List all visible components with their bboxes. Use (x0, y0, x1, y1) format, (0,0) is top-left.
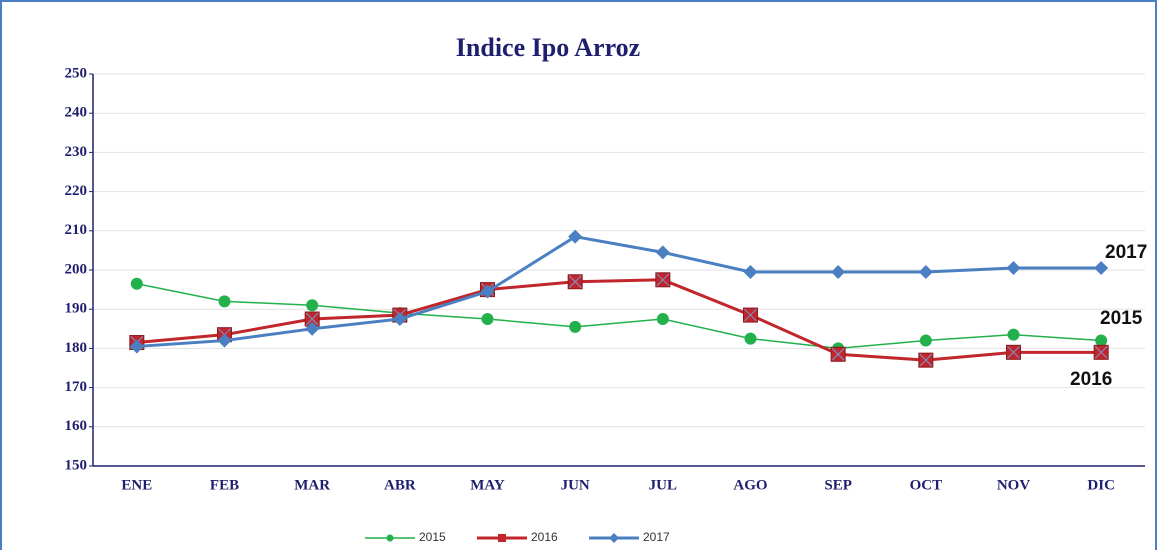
point (130, 277, 143, 290)
annotation: 2016 (1070, 369, 1112, 390)
point (1006, 261, 1021, 276)
point (306, 299, 319, 312)
point (305, 321, 320, 336)
x-tick-label: FEB (210, 477, 239, 493)
marker-cross (831, 347, 845, 361)
marker-cross (568, 275, 582, 289)
legend-label: 2015 (419, 530, 446, 544)
annotation: 2015 (1100, 308, 1143, 329)
x-tick-label: DIC (1087, 477, 1115, 493)
point (1007, 328, 1020, 341)
marker-cross (1007, 345, 1020, 359)
legend-marker (609, 533, 619, 543)
point (918, 264, 933, 279)
y-tick-label: 220 (65, 183, 88, 199)
marker-cross (305, 312, 319, 326)
y-tick-label: 210 (65, 222, 88, 238)
legend-marker (498, 534, 506, 542)
point (1094, 261, 1109, 276)
x-tick-label: JUN (561, 477, 590, 493)
x-tick-label: MAR (294, 477, 330, 493)
x-tick-label: JUL (649, 477, 677, 493)
point (569, 320, 582, 333)
x-tick-label: AGO (733, 477, 767, 493)
series-line (136, 278, 1102, 362)
series-line (136, 235, 1102, 348)
y-tick-label: 200 (65, 261, 88, 277)
point (568, 229, 583, 244)
marker-cross (1094, 345, 1108, 359)
chart-title: Indice Ipo Arroz (456, 33, 640, 62)
y-tick-label: 230 (65, 144, 88, 160)
point (919, 334, 932, 347)
y-tick-label: 160 (65, 418, 88, 434)
x-tick-label: NOV (997, 477, 1031, 493)
legend-marker (386, 534, 394, 542)
point (129, 339, 144, 354)
y-tick-label: 150 (65, 457, 88, 473)
series-line (136, 282, 1102, 350)
point (392, 312, 407, 326)
x-tick-label: MAY (470, 477, 505, 493)
point (655, 245, 670, 260)
marker-cross (919, 353, 933, 367)
y-tick-label: 180 (65, 340, 88, 356)
point (656, 313, 669, 325)
x-tick-label: OCT (910, 477, 943, 493)
marker-cross (656, 273, 670, 287)
y-tick-label: 190 (65, 301, 88, 317)
legend-label: 2017 (643, 530, 670, 544)
legend-label: 2016 (531, 530, 558, 544)
point (743, 264, 758, 279)
point (218, 295, 231, 308)
x-tick-label: ENE (121, 477, 152, 493)
point (480, 284, 495, 299)
y-tick-label: 240 (65, 105, 88, 121)
x-tick-label: SEP (824, 477, 852, 493)
y-tick-label: 250 (65, 65, 88, 81)
marker-cross (744, 308, 757, 322)
point (481, 313, 494, 325)
point (217, 333, 232, 348)
y-tick-label: 170 (65, 379, 88, 395)
annotation: 2017 (1105, 242, 1147, 263)
point (1095, 334, 1108, 347)
point (831, 264, 846, 279)
x-tick-label: ABR (384, 477, 416, 493)
point (744, 332, 757, 345)
